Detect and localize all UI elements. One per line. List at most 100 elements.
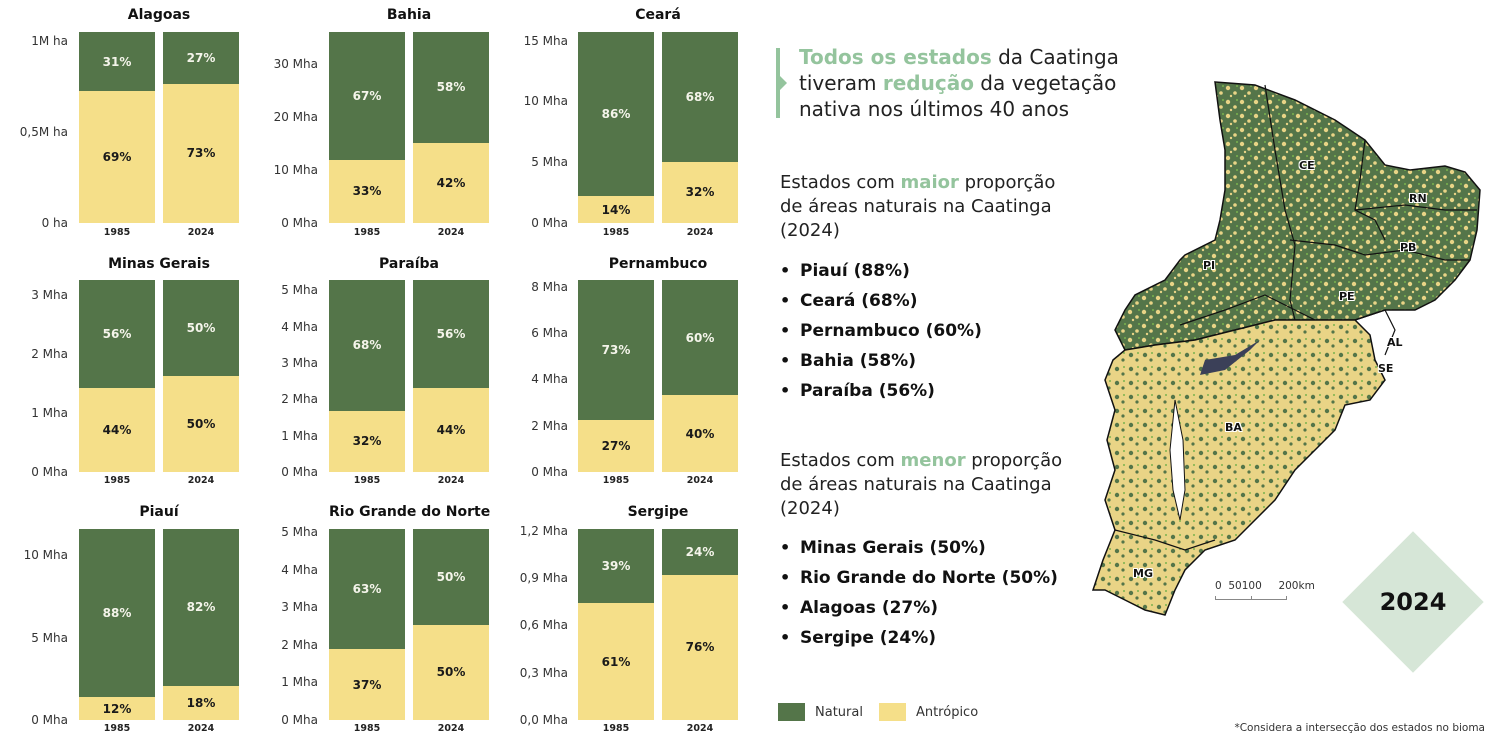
- y-tick-label: 4 Mha: [531, 372, 568, 387]
- map-border-al-se: [1354, 309, 1396, 356]
- bullet-icon: •: [780, 381, 791, 400]
- chart-title: Paraíba: [379, 256, 439, 272]
- map-border-pi-ba: [1179, 294, 1316, 326]
- y-tick-label: 0,5M ha: [19, 125, 68, 140]
- data-label-natural: 27%: [186, 50, 216, 65]
- x-tick-label: 1985: [103, 475, 131, 486]
- y-tick-label: 8 Mha: [531, 279, 568, 294]
- maior-suffix: proporção de áreas naturais na Caatinga …: [780, 172, 1056, 241]
- bar-natural-2024: [163, 32, 239, 84]
- map-scalebar: 0 50100 200km: [1215, 580, 1315, 600]
- map-border-rn-pb: [1354, 204, 1477, 211]
- data-label-antropico: 42%: [436, 175, 466, 190]
- data-label-natural: 24%: [685, 544, 715, 559]
- chart-title: Piauí: [139, 504, 179, 520]
- menor-state-item: • Sergipe (24%): [780, 623, 1080, 653]
- y-tick-label: 4 Mha: [281, 319, 318, 334]
- data-label-natural: 73%: [601, 343, 631, 358]
- maior-state-item: • Ceará (68%): [780, 286, 1080, 316]
- data-label-antropico: 44%: [436, 422, 466, 437]
- legend-label-natural: Natural: [815, 704, 863, 720]
- y-tick-label: 30 Mha: [273, 56, 318, 71]
- bullet-icon: •: [780, 598, 791, 617]
- legend-label-antropico: Antrópico: [915, 704, 979, 720]
- data-label-natural: 82%: [186, 600, 216, 615]
- y-tick-label: 0 Mha: [281, 713, 318, 727]
- bar-antropico-1985: [329, 649, 405, 720]
- bar-natural-1985: [79, 529, 155, 698]
- y-tick-label: 0 Mha: [31, 713, 68, 727]
- x-tick-label: 2024: [187, 475, 215, 486]
- x-tick-label: 2024: [686, 227, 714, 238]
- bullet-icon: •: [780, 351, 791, 370]
- data-label-antropico: 14%: [601, 202, 631, 217]
- x-tick-label: 1985: [353, 227, 381, 238]
- bar-natural-2024: [163, 280, 239, 376]
- data-label-natural: 60%: [685, 330, 715, 345]
- map-label-se: SE: [1378, 362, 1394, 375]
- maior-state-list: • Piauí (88%) • Ceará (68%) • Pernambuco (60%…: [780, 256, 1080, 406]
- y-tick-label: 0 Mha: [281, 465, 318, 479]
- y-tick-label: 0,3 Mha: [519, 665, 568, 680]
- bar-antropico-1985: [578, 603, 654, 720]
- y-tick-label: 2 Mha: [31, 347, 68, 362]
- y-tick-label: 0 Mha: [31, 465, 68, 479]
- data-label-antropico: 32%: [352, 434, 382, 449]
- x-tick-label: 1985: [353, 475, 381, 486]
- bar-antropico-1985: [578, 420, 654, 472]
- maior-heading: Estados com maior proporção de áreas nat…: [780, 171, 1070, 243]
- map-border-pi-ce: [1264, 84, 1296, 321]
- maior-highlight: maior: [900, 172, 959, 193]
- caatinga-map: [1091, 81, 1481, 616]
- bar-antropico-2024: [662, 161, 738, 223]
- bar-antropico-2024: [413, 387, 489, 472]
- data-label-natural: 31%: [102, 54, 132, 69]
- bullet-icon: •: [780, 291, 791, 310]
- data-label-antropico: 18%: [186, 695, 216, 710]
- maior-state-item: • Paraíba (56%): [780, 376, 1080, 406]
- maior-prefix: Estados com: [780, 172, 901, 193]
- state-item-text: Bahia (58%): [800, 351, 916, 371]
- bar-natural-2024: [413, 32, 489, 143]
- y-tick-label: 5 Mha: [281, 283, 318, 298]
- data-label-antropico: 50%: [186, 417, 216, 431]
- data-label-antropico: 12%: [102, 701, 132, 716]
- bar-antropico-2024: [662, 574, 738, 720]
- x-tick-label: 2024: [686, 475, 714, 486]
- data-label-natural: 56%: [436, 326, 466, 341]
- bar-antropico-2024: [163, 376, 239, 472]
- bar-natural-1985: [329, 529, 405, 650]
- y-tick-label: 0 Mha: [531, 216, 568, 230]
- maior-state-item: • Piauí (88%): [780, 256, 1080, 286]
- bar-natural-2024: [163, 529, 239, 686]
- menor-state-item: • Alagoas (27%): [780, 593, 1080, 623]
- maior-state-item: • Pernambuco (60%): [780, 316, 1080, 346]
- bar-natural-2024: [662, 529, 738, 575]
- bullet-icon: •: [780, 628, 791, 647]
- data-label-antropico: 50%: [436, 665, 466, 680]
- legend-swatch-antropico: [878, 703, 906, 721]
- state-item-text: Sergipe (24%): [800, 628, 936, 648]
- bar-antropico-1985: [329, 410, 405, 472]
- map-border-ba-mg: [1114, 529, 1216, 551]
- y-tick-label: 0 Mha: [531, 465, 568, 479]
- y-tick-label: 0 Mha: [281, 216, 318, 230]
- menor-state-list: • Minas Gerais (50%) • Rio Grande do Norte …: [780, 533, 1080, 653]
- state-item-text: Paraíba (56%): [800, 381, 935, 401]
- bar-natural-2024: [413, 529, 489, 625]
- y-tick-label: 1 Mha: [31, 406, 68, 421]
- bar-antropico-2024: [662, 395, 738, 472]
- map-lake: [1169, 399, 1186, 521]
- data-label-antropico: 32%: [685, 185, 715, 200]
- data-label-natural: 68%: [352, 338, 382, 353]
- headline-highlight-2: redução: [882, 71, 974, 95]
- map-border-pb-pe: [1289, 239, 1470, 261]
- data-label-antropico: 76%: [685, 640, 715, 655]
- bar-antropico-2024: [163, 685, 239, 720]
- x-tick-label: 1985: [103, 227, 131, 238]
- y-tick-label: 5 Mha: [281, 525, 318, 539]
- data-label-natural: 68%: [685, 89, 715, 104]
- data-label-antropico: 40%: [685, 426, 715, 441]
- bullet-icon: •: [780, 538, 791, 557]
- y-tick-label: 5 Mha: [31, 630, 68, 645]
